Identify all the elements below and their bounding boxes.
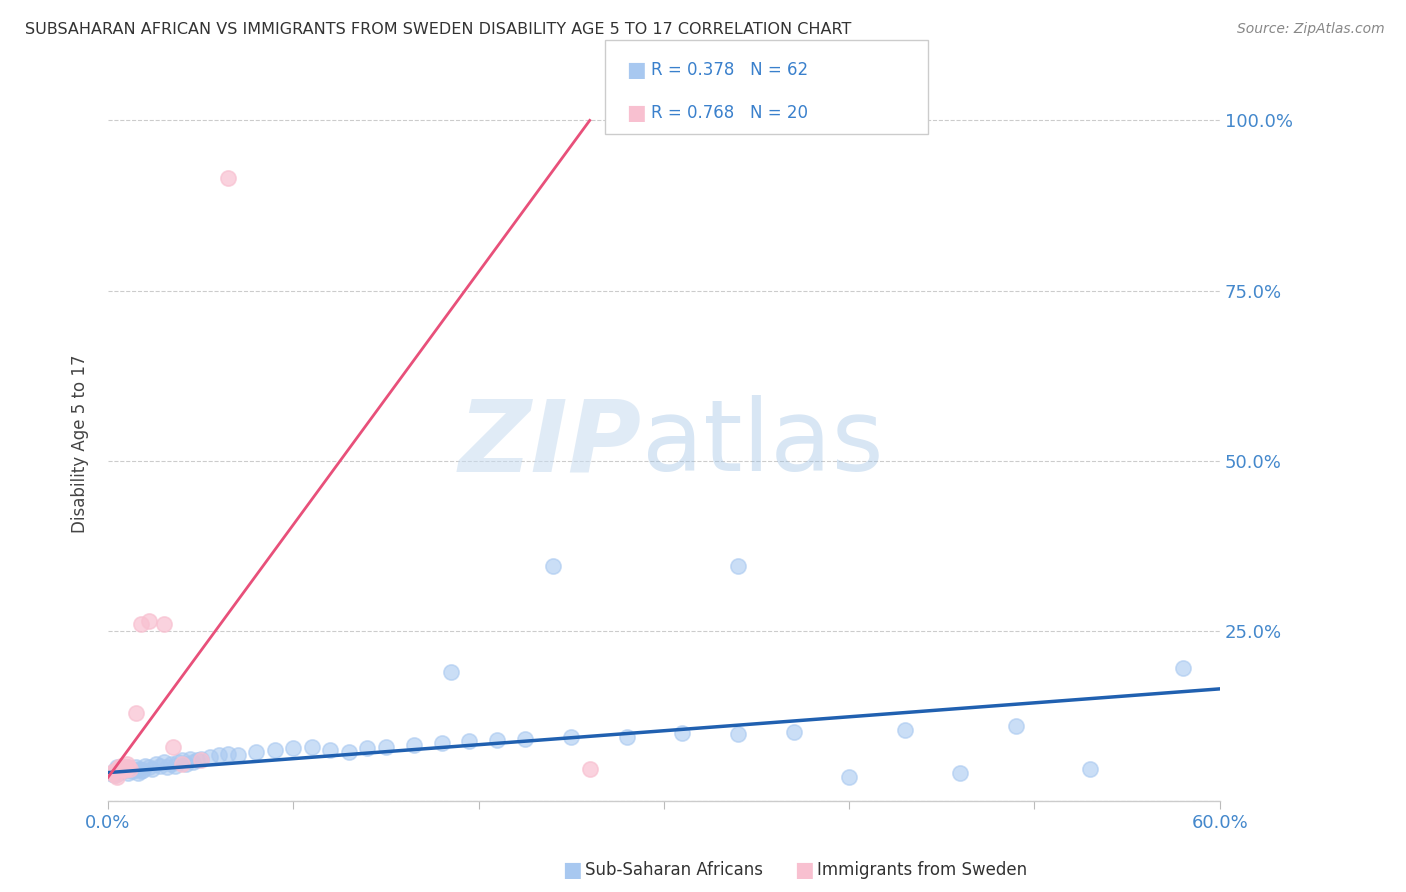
- Point: [181, 755, 204, 769]
- Point: [402, 739, 425, 753]
- Point: [172, 753, 194, 767]
- Point: [179, 752, 201, 766]
- Point: [104, 768, 127, 782]
- Text: R = 0.378   N = 62: R = 0.378 N = 62: [651, 61, 808, 78]
- Point: [152, 755, 174, 769]
- Point: [283, 741, 305, 756]
- Point: [190, 753, 212, 767]
- Point: [103, 764, 125, 778]
- Point: [949, 765, 972, 780]
- Point: [217, 171, 239, 186]
- Point: [727, 727, 749, 741]
- Point: [541, 559, 564, 574]
- Point: [186, 753, 208, 767]
- Point: [513, 731, 536, 746]
- Point: [105, 760, 128, 774]
- Point: [1078, 762, 1101, 776]
- Point: [263, 743, 285, 757]
- Point: [122, 763, 145, 777]
- Point: [167, 755, 190, 769]
- Text: atlas: atlas: [641, 395, 883, 492]
- Point: [578, 762, 600, 776]
- Point: [134, 759, 156, 773]
- Point: [356, 741, 378, 756]
- Text: R = 0.768   N = 20: R = 0.768 N = 20: [651, 104, 808, 122]
- Point: [616, 730, 638, 744]
- Point: [152, 617, 174, 632]
- Point: [782, 724, 804, 739]
- Point: [1005, 719, 1028, 733]
- Point: [145, 756, 167, 771]
- Text: Immigrants from Sweden: Immigrants from Sweden: [817, 861, 1026, 879]
- Point: [114, 763, 136, 777]
- Point: [120, 762, 142, 776]
- Point: [1171, 661, 1194, 675]
- Point: [172, 756, 194, 771]
- Point: [893, 723, 915, 737]
- Point: [128, 762, 150, 776]
- Point: [125, 760, 148, 774]
- Point: [245, 745, 267, 759]
- Point: [111, 764, 134, 779]
- Text: SUBSAHARAN AFRICAN VS IMMIGRANTS FROM SWEDEN DISABILITY AGE 5 TO 17 CORRELATION : SUBSAHARAN AFRICAN VS IMMIGRANTS FROM SW…: [25, 22, 852, 37]
- Point: [198, 750, 221, 764]
- Point: [440, 665, 463, 679]
- Point: [114, 763, 136, 777]
- Point: [337, 745, 360, 759]
- Text: ■: ■: [626, 60, 645, 79]
- Text: ZIP: ZIP: [458, 395, 641, 492]
- Point: [131, 764, 153, 779]
- Point: [104, 768, 127, 782]
- Text: ■: ■: [562, 860, 582, 880]
- Point: [838, 770, 860, 784]
- Y-axis label: Disability Age 5 to 17: Disability Age 5 to 17: [72, 354, 89, 533]
- Point: [149, 759, 172, 773]
- Point: [110, 759, 132, 773]
- Point: [117, 765, 139, 780]
- Point: [131, 617, 153, 632]
- Point: [190, 752, 212, 766]
- Point: [226, 747, 249, 762]
- Point: [103, 764, 125, 778]
- Point: [560, 730, 582, 744]
- Point: [458, 734, 481, 748]
- Point: [486, 733, 509, 747]
- Point: [174, 756, 197, 771]
- Point: [301, 739, 323, 754]
- Point: [110, 762, 132, 776]
- Point: [671, 726, 693, 740]
- Text: ■: ■: [626, 103, 645, 123]
- Text: Source: ZipAtlas.com: Source: ZipAtlas.com: [1237, 22, 1385, 37]
- Point: [100, 767, 122, 781]
- Point: [374, 739, 396, 754]
- Point: [115, 760, 138, 774]
- Point: [217, 747, 239, 761]
- Point: [111, 762, 134, 776]
- Point: [156, 760, 179, 774]
- Point: [163, 759, 186, 773]
- Point: [132, 763, 155, 777]
- Point: [117, 760, 139, 774]
- Point: [138, 760, 160, 774]
- Text: ■: ■: [794, 860, 814, 880]
- Point: [100, 765, 122, 780]
- Point: [120, 762, 142, 776]
- Point: [127, 765, 149, 780]
- Point: [141, 762, 163, 776]
- Point: [105, 770, 128, 784]
- Point: [108, 760, 131, 774]
- Point: [430, 736, 453, 750]
- Point: [208, 747, 231, 762]
- Text: Sub-Saharan Africans: Sub-Saharan Africans: [585, 861, 763, 879]
- Point: [115, 756, 138, 771]
- Point: [121, 764, 143, 779]
- Point: [162, 739, 184, 754]
- Point: [160, 756, 183, 771]
- Point: [108, 765, 131, 780]
- Point: [727, 559, 749, 574]
- Point: [138, 614, 160, 628]
- Point: [319, 743, 342, 757]
- Point: [125, 706, 148, 720]
